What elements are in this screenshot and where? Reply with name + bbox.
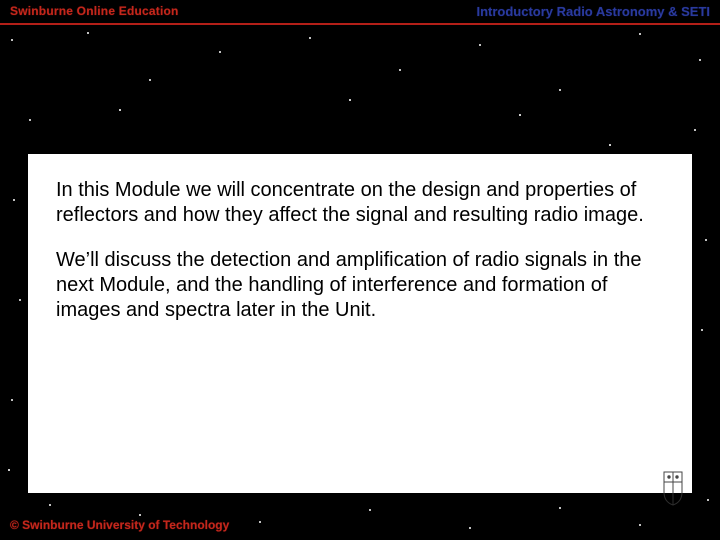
star: [87, 32, 89, 34]
star: [49, 504, 51, 506]
star: [707, 499, 709, 501]
star: [469, 527, 471, 529]
star: [29, 119, 31, 121]
star: [13, 199, 15, 201]
star: [219, 51, 221, 53]
star: [11, 399, 13, 401]
star: [399, 69, 401, 71]
star: [609, 144, 611, 146]
star: [705, 239, 707, 241]
star: [639, 33, 641, 35]
brand-left: Swinburne Online Education: [10, 4, 179, 18]
paragraph-1: In this Module we will concentrate on th…: [56, 178, 664, 228]
star: [139, 514, 141, 516]
star: [369, 509, 371, 511]
star: [309, 37, 311, 39]
brand-right: Introductory Radio Astronomy & SETI: [476, 4, 710, 19]
star: [519, 114, 521, 116]
star: [8, 469, 10, 471]
star: [119, 109, 121, 111]
star: [19, 299, 21, 301]
star: [479, 44, 482, 47]
content-box: In this Module we will concentrate on th…: [28, 154, 692, 493]
star: [11, 39, 13, 41]
header-divider: [0, 23, 720, 25]
star: [699, 59, 701, 61]
swinburne-logo-icon: [660, 468, 686, 506]
star: [639, 524, 641, 526]
paragraph-2: We’ll discuss the detection and amplific…: [56, 248, 664, 323]
footer-copyright: © Swinburne University of Technology: [10, 518, 229, 532]
slide: Swinburne Online Education Introductory …: [0, 0, 720, 540]
star: [259, 521, 261, 523]
star: [149, 79, 152, 82]
star: [701, 329, 703, 331]
star: [349, 99, 351, 101]
star: [559, 89, 561, 91]
star: [559, 507, 561, 509]
star: [694, 129, 696, 131]
